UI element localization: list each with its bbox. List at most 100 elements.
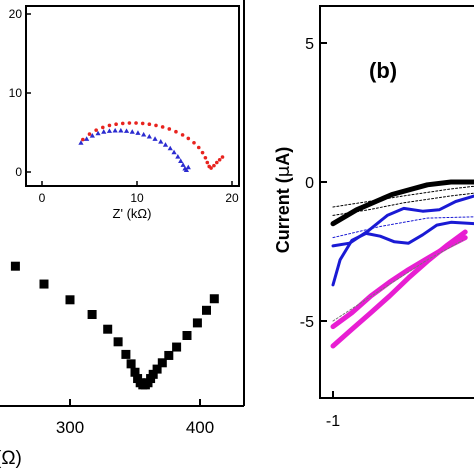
- inset-point-0-19: [200, 150, 205, 155]
- inset-point-0-1: [87, 132, 92, 136]
- left-x-tick-label-0: 300: [56, 418, 84, 437]
- left-point-0-23: [209, 294, 219, 304]
- inset-x-tick-label-2: 20: [225, 191, 239, 205]
- inset-point-1-7: [118, 127, 124, 133]
- panel-label-b: (b): [369, 58, 397, 83]
- inset-point-0-18: [196, 145, 201, 150]
- left-point-0-15: [148, 369, 158, 379]
- inset-point-1-13: [152, 136, 158, 141]
- inset-point-1-15: [162, 142, 169, 147]
- left-point-0-7: [126, 359, 136, 369]
- left-point-0-0: [10, 261, 20, 271]
- inset-point-0-7: [127, 121, 132, 125]
- inset-point-1-9: [129, 129, 135, 134]
- inset-point-1-14: [158, 138, 164, 144]
- right-panel: 5 0 -5 -1 (b) Current (μA): [273, 5, 474, 430]
- inset-x-tick-label-0: 0: [39, 191, 46, 205]
- left-point-0-1: [39, 279, 49, 289]
- right-series-line-6: [330, 235, 468, 330]
- inset-point-1-5: [106, 128, 113, 133]
- left-point-0-20: [182, 331, 192, 340]
- inset-point-1-20: [180, 162, 186, 167]
- inset-y-tick-label-2: 20: [9, 7, 23, 21]
- inset-ticks: 0 10 20 0 10 20: [9, 7, 239, 205]
- inset-point-0-0: [81, 137, 85, 142]
- left-point-0-8: [130, 367, 140, 377]
- inset-point-0-5: [114, 122, 118, 127]
- inset-point-0-16: [186, 136, 191, 141]
- inset-point-0-8: [134, 121, 138, 125]
- inset-point-1-10: [135, 130, 141, 135]
- right-series-line-8: [332, 239, 464, 322]
- left-point-0-22: [202, 305, 211, 315]
- inset-point-0-21: [205, 160, 210, 165]
- right-y-tick-label-2: -5: [300, 314, 314, 331]
- inset-x-tick-label-1: 10: [130, 191, 144, 205]
- inset-point-1-19: [178, 158, 184, 163]
- inset-point-1-2: [89, 133, 95, 138]
- inset-point-0-3: [101, 125, 105, 130]
- right-series-line-5: [332, 216, 474, 239]
- inset-point-1-0: [78, 140, 84, 145]
- right-y-tick-label-0: 5: [305, 36, 314, 53]
- left-point-0-18: [164, 350, 174, 360]
- inset-point-0-24: [212, 163, 216, 168]
- inset-point-1-6: [112, 127, 118, 133]
- right-y-axis-label-prefix: Current (: [273, 177, 293, 253]
- left-point-0-17: [157, 358, 167, 368]
- inset-point-0-14: [174, 129, 178, 134]
- right-y-axis-label-mu: μ: [273, 165, 294, 177]
- inset-point-1-18: [175, 153, 181, 159]
- inset-point-0-2: [94, 128, 98, 132]
- inset-y-tick-label-1: 10: [9, 86, 23, 100]
- inset-point-1-3: [95, 130, 101, 136]
- inset-point-1-8: [123, 128, 130, 133]
- inset-point-0-6: [120, 121, 125, 126]
- inset-y-tick-label-0: 0: [15, 165, 22, 179]
- inset-point-1-23: [185, 164, 191, 170]
- right-series-line-1: [332, 185, 474, 208]
- left-x-tick-label-1: 400: [186, 418, 214, 437]
- left-point-0-21: [192, 318, 202, 328]
- right-series-line-7: [330, 229, 468, 349]
- right-panel-frame: [319, 5, 474, 399]
- inset-x-axis-label: Z' (kΩ): [113, 206, 152, 221]
- inset-plot-marks: [78, 121, 225, 173]
- inset-point-1-11: [141, 131, 147, 137]
- left-point-0-2: [65, 295, 75, 305]
- left-x-ticks: 300 400: [56, 399, 214, 437]
- right-plot-lines: [330, 179, 474, 349]
- inset-point-0-12: [160, 125, 165, 129]
- right-series-line-4: [331, 220, 474, 287]
- inset-point-1-17: [171, 149, 177, 155]
- inset-point-0-13: [167, 127, 172, 131]
- inset-point-0-4: [107, 123, 112, 128]
- left-point-0-6: [121, 349, 131, 359]
- inset-point-0-10: [147, 122, 152, 127]
- left-panel: 300 400 (Ω): [0, 0, 245, 469]
- right-x-tick-label-0: -1: [326, 413, 340, 430]
- inset-point-0-15: [180, 133, 185, 137]
- right-y-axis-label: Current (μA): [273, 147, 294, 253]
- inset-point-1-22: [183, 167, 189, 173]
- inset-point-0-11: [154, 123, 158, 128]
- left-point-0-3: [87, 310, 97, 319]
- left-point-0-4: [103, 324, 113, 334]
- right-y-axis-label-suffix: A): [273, 147, 293, 166]
- inset-point-0-26: [217, 157, 222, 162]
- left-x-axis-label: (Ω): [0, 448, 22, 469]
- left-point-0-5: [113, 337, 123, 347]
- right-series-line-2: [332, 192, 474, 216]
- left-point-0-19: [172, 342, 182, 352]
- right-y-tick-label-1: 0: [305, 175, 314, 192]
- inset-point-0-27: [220, 155, 225, 159]
- inset-point-0-17: [192, 140, 196, 145]
- inset-frame: [25, 5, 240, 187]
- inset-point-0-20: [203, 155, 208, 160]
- inset-point-0-23: [209, 166, 213, 170]
- inset-point-0-25: [215, 160, 219, 165]
- inset-point-1-16: [167, 145, 173, 151]
- left-point-0-16: [152, 364, 162, 374]
